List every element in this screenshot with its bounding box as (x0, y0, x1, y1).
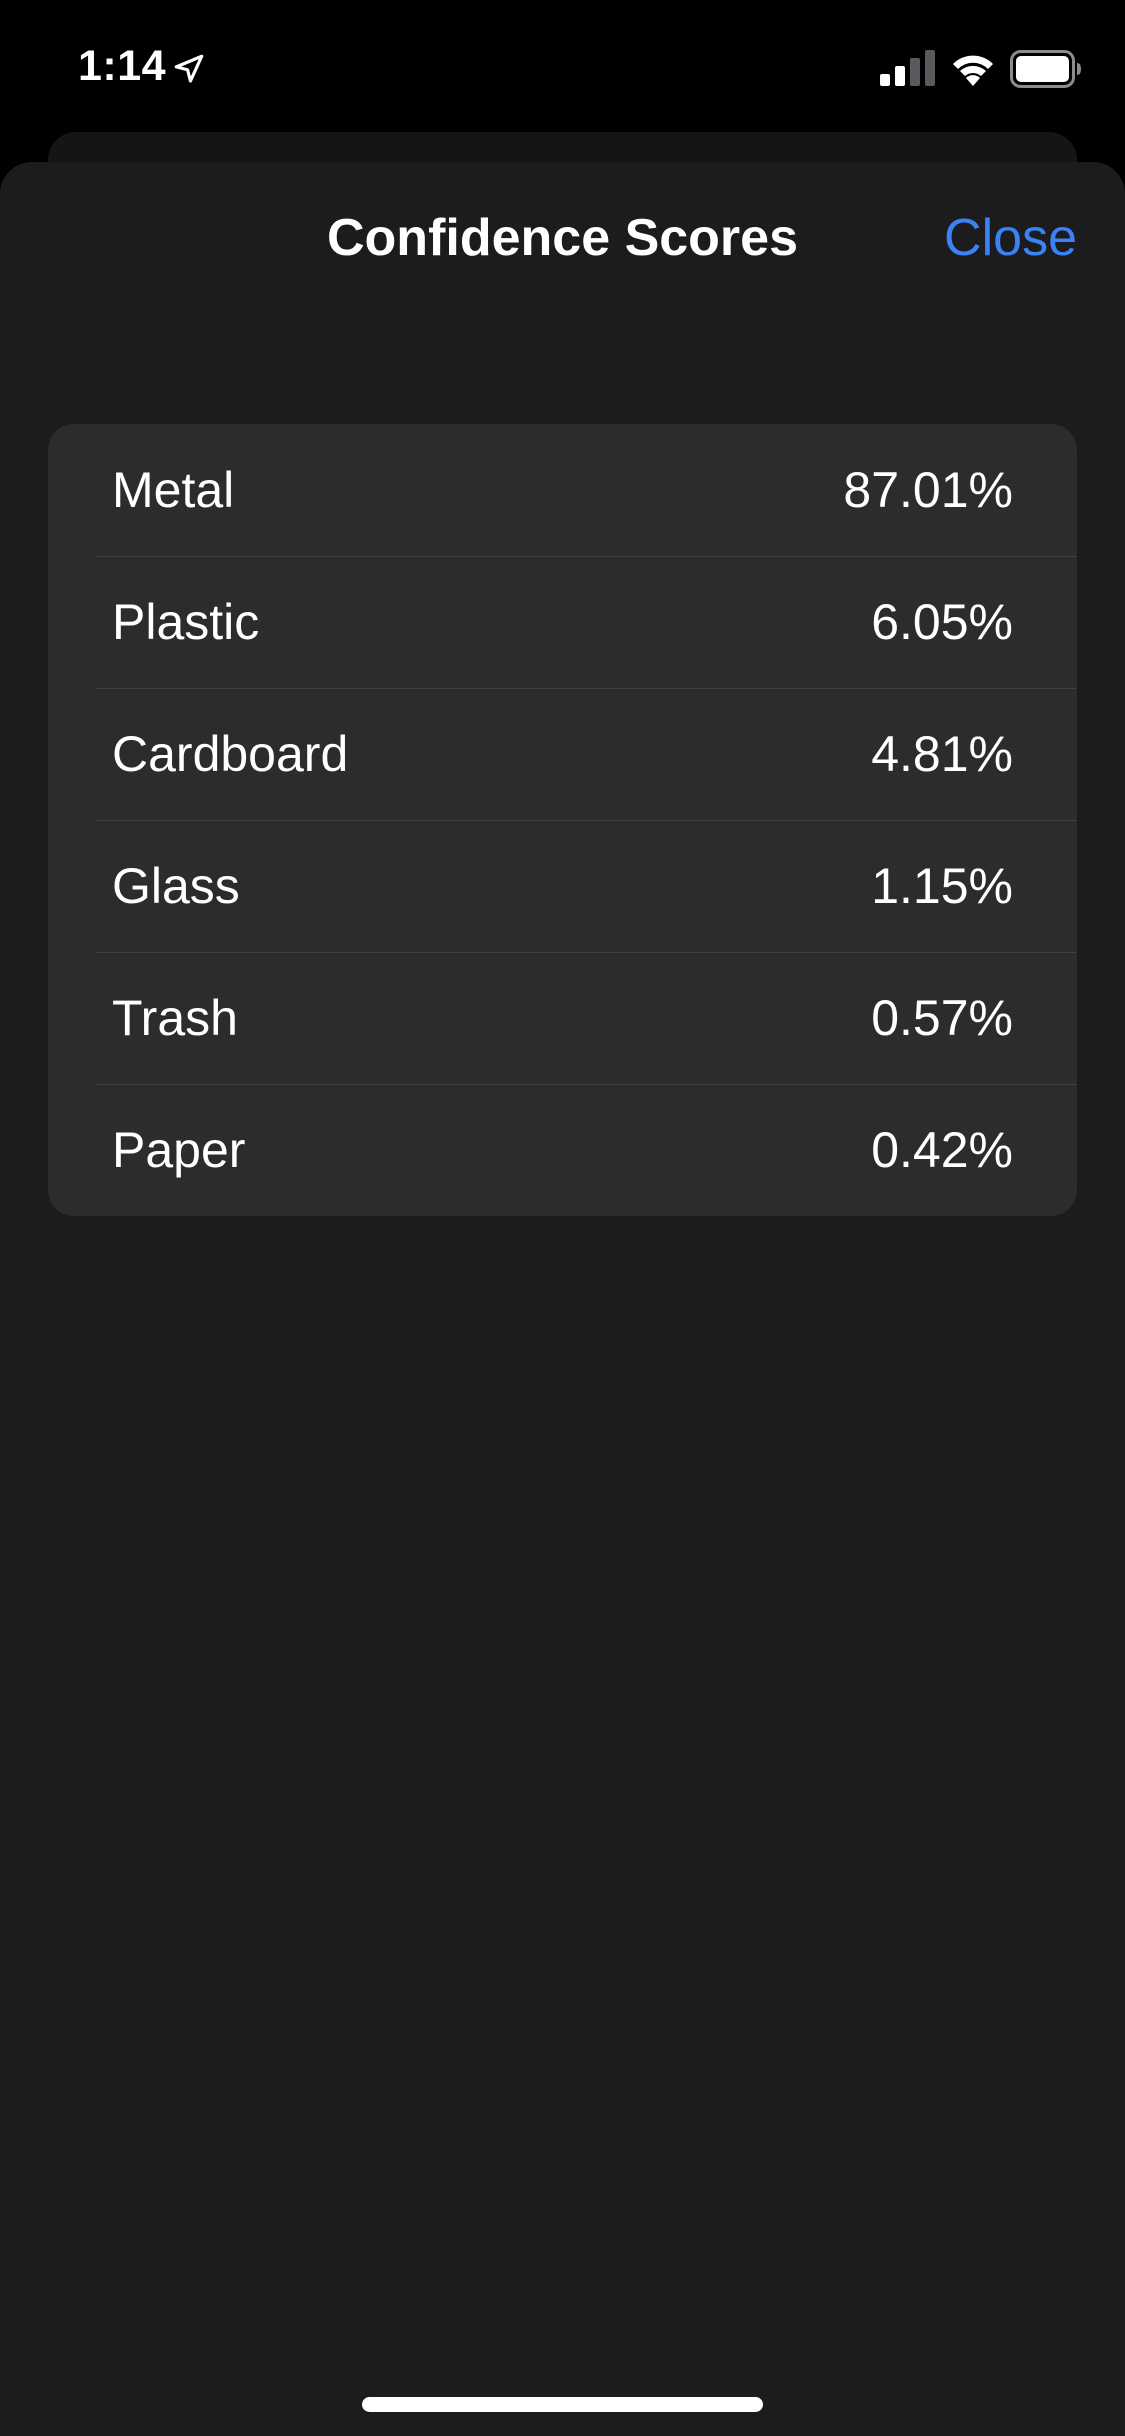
home-indicator[interactable] (362, 2397, 763, 2412)
list-item: Metal 87.01% (48, 424, 1077, 556)
score-value: 1.15% (871, 858, 1013, 914)
wifi-icon (953, 55, 993, 86)
status-bar: 1:14 (0, 0, 1125, 132)
battery-icon (1010, 50, 1081, 88)
confidence-sheet: Confidence Scores Close Metal 87.01% Pla… (0, 162, 1125, 2436)
close-button[interactable]: Close (944, 209, 1077, 267)
score-value: 0.42% (871, 1122, 1013, 1178)
score-value: 87.01% (843, 462, 1013, 518)
list-item: Plastic 6.05% (48, 556, 1077, 688)
list-item: Glass 1.15% (48, 820, 1077, 952)
score-value: 0.57% (871, 990, 1013, 1046)
score-label: Glass (112, 858, 240, 914)
score-value: 4.81% (871, 726, 1013, 782)
score-label: Trash (112, 990, 238, 1046)
list-item: Paper 0.42% (48, 1084, 1077, 1216)
cellular-signal-icon (880, 50, 935, 86)
scores-list: Metal 87.01% Plastic 6.05% Cardboard 4.8… (48, 424, 1077, 1216)
sheet-title: Confidence Scores (326, 209, 799, 267)
list-item: Trash 0.57% (48, 952, 1077, 1084)
status-time: 1:14 (78, 42, 167, 90)
score-label: Paper (112, 1122, 246, 1178)
score-label: Metal (112, 462, 235, 518)
score-value: 6.05% (871, 594, 1013, 650)
score-label: Cardboard (112, 726, 349, 782)
location-arrow-icon (174, 54, 204, 83)
score-label: Plastic (112, 594, 260, 650)
list-item: Cardboard 4.81% (48, 688, 1077, 820)
